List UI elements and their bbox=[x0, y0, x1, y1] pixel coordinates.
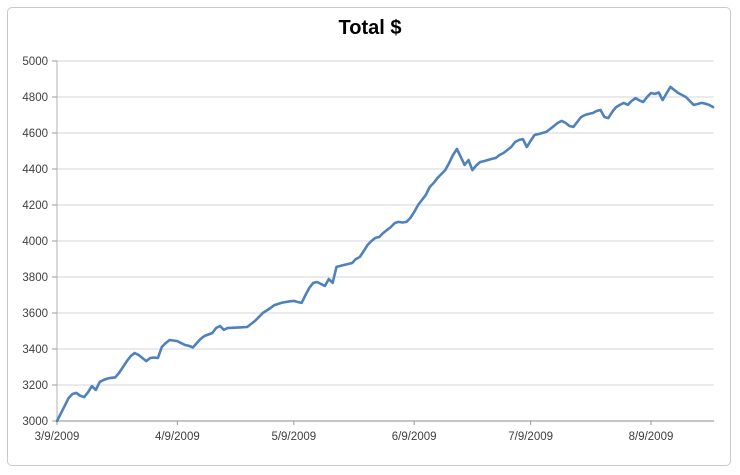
y-axis-label: 3400 bbox=[22, 344, 48, 356]
y-axis-label: 5000 bbox=[22, 56, 48, 68]
chart-title: Total $ bbox=[338, 17, 402, 39]
x-axis-label: 6/9/2009 bbox=[392, 431, 437, 443]
x-axis-label: 8/9/2009 bbox=[629, 431, 674, 443]
y-axis-label: 3800 bbox=[22, 272, 48, 284]
x-axis-label: 5/9/2009 bbox=[271, 431, 316, 443]
y-axis-label: 4000 bbox=[22, 236, 48, 248]
y-axis-label: 3200 bbox=[22, 380, 48, 392]
data-series-line bbox=[55, 85, 715, 423]
x-axis-label: 3/9/2009 bbox=[35, 431, 80, 443]
y-axis-label: 4400 bbox=[22, 164, 48, 176]
chart-area bbox=[7, 7, 731, 466]
y-axis-label: 3600 bbox=[22, 308, 48, 320]
y-axis-label: 3000 bbox=[22, 416, 48, 428]
y-axis-label: 4600 bbox=[22, 128, 48, 140]
y-axis-label: 4800 bbox=[22, 92, 48, 104]
x-axis-label: 4/9/2009 bbox=[155, 431, 200, 443]
y-axis-label: 4200 bbox=[22, 200, 48, 212]
x-axis-label: 7/9/2009 bbox=[508, 431, 553, 443]
